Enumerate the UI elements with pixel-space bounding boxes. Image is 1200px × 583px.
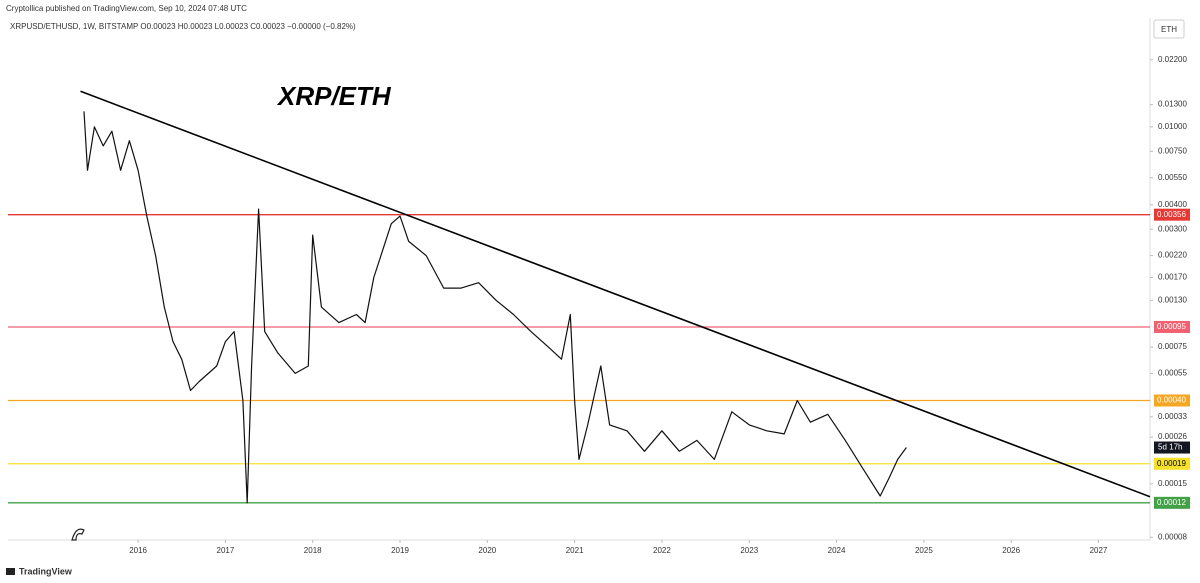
x-tick-label: 2020	[478, 546, 496, 555]
x-tick-label: 2026	[1002, 546, 1020, 555]
level-label-box	[1154, 496, 1190, 509]
x-tick-label: 2025	[915, 546, 933, 555]
y-tick-label: 0.00130	[1158, 295, 1187, 304]
footer: TradingView	[19, 566, 73, 576]
level-label: 0.00356	[1157, 210, 1186, 219]
unit-box[interactable]	[1153, 19, 1185, 39]
price-line	[83, 111, 907, 504]
x-tick-label: 2019	[391, 546, 409, 555]
y-tick-label: 0.00033	[1158, 412, 1187, 421]
y-tick-label: 0.00400	[1158, 200, 1187, 209]
level-label-box	[1154, 208, 1190, 221]
tv-logo	[6, 568, 15, 575]
x-tick-label: 2017	[217, 546, 235, 555]
logo	[71, 528, 85, 541]
legend-text: XRPUSD/ETHUSD, 1W, BITSTAMP O0.00023 H0.…	[10, 22, 356, 31]
y-tick-label: 0.00008	[1158, 532, 1187, 541]
y-unit[interactable]: ETH	[1161, 25, 1177, 34]
x-tick-label: 2023	[740, 546, 758, 555]
countdown-box	[1154, 441, 1190, 454]
y-tick-label: 0.00220	[1158, 251, 1187, 260]
y-tick-label: 0.02200	[1158, 55, 1187, 64]
level-label-box	[1154, 394, 1190, 407]
y-tick-label: 0.00300	[1158, 224, 1187, 233]
x-tick-label: 2016	[129, 546, 147, 555]
y-tick-label: 0.00055	[1158, 369, 1187, 378]
y-tick-label: 0.00075	[1158, 342, 1187, 351]
y-tick-label: 0.01000	[1158, 122, 1187, 131]
chart-title: XRP/ETH	[276, 81, 392, 111]
axes: 0.02200 0.01300 0.01000 0.00750 0.00550 0.004…	[129, 55, 1187, 555]
y-tick-label: 0.00170	[1158, 273, 1187, 282]
x-tick-label: 2021	[566, 546, 584, 555]
header: Cryptollica published on TradingView.com…	[6, 4, 247, 13]
x-tick-label: 2027	[1090, 546, 1108, 555]
countdown: 5d 17h	[1158, 443, 1182, 452]
level-label: 0.00040	[1157, 396, 1186, 405]
y-tick-label: 0.00750	[1158, 146, 1187, 155]
y-tick-label: 0.00015	[1158, 479, 1187, 488]
level-label: 0.00012	[1157, 498, 1186, 507]
level-label-box	[1154, 320, 1190, 333]
level-label: 0.00019	[1157, 459, 1186, 468]
y-tick-label: 0.00026	[1158, 432, 1187, 441]
x-tick-label: 2024	[828, 546, 846, 555]
y-tick-label: 0.01300	[1158, 100, 1187, 109]
trendline	[80, 90, 1151, 498]
level-label: 0.00095	[1157, 322, 1186, 331]
x-tick-label: 2022	[653, 546, 671, 555]
level-label-box	[1154, 457, 1190, 470]
y-tick-label: 0.00550	[1158, 173, 1187, 182]
x-tick-label: 2018	[304, 546, 322, 555]
